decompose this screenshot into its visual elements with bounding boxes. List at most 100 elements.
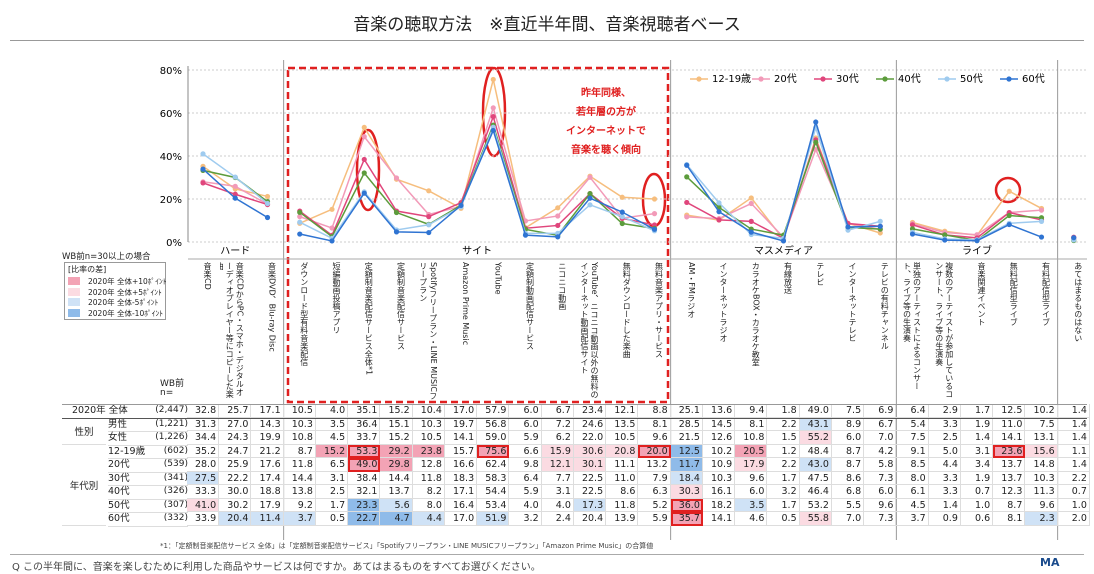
table-cell: 8.7 (831, 458, 865, 472)
series-point (393, 229, 400, 235)
column-header: 有線放送 (783, 262, 793, 294)
table-cell: 28.5 (670, 417, 703, 431)
table-cell: 17.6 (251, 458, 284, 472)
table-cell: 11.8 (606, 498, 639, 512)
series-point (684, 162, 690, 168)
table-cell: 7.2 (541, 417, 574, 431)
table-cell: 33.9 (186, 512, 220, 526)
table-cell: 7.3 (864, 471, 897, 485)
table-cell: 35.2 (186, 444, 220, 458)
table-cell: 0.9 (928, 512, 961, 526)
y-tick-label: 60% (160, 109, 182, 120)
table-cell: 4.5 (315, 431, 349, 445)
table-cell: 10.3 (412, 417, 445, 431)
column-header: インターネットテレビ (848, 262, 857, 342)
table-cell: 48.4 (799, 444, 832, 458)
table-cell: 2.0 (1057, 512, 1090, 526)
table-cell: 15.2 (315, 444, 349, 458)
table-cell: 9.6 (1025, 498, 1058, 512)
table-cell: 23.3 (348, 498, 381, 512)
table-cell: 47.5 (799, 471, 832, 485)
table-cell: 22.2 (219, 471, 252, 485)
legend-swatch (68, 298, 80, 306)
table-cell: 20.4 (219, 512, 252, 526)
table-cell: 13.5 (606, 417, 639, 431)
table-cell: 51.9 (477, 512, 510, 526)
table-cell: 14.3 (251, 417, 284, 431)
series-point (490, 114, 496, 120)
legend-note: WB前n=30以上の場合 (62, 252, 151, 262)
table-cell: 6.0 (509, 404, 542, 418)
column-header: テレビの有料チャンネル (880, 262, 890, 350)
table-cell: 2.4 (541, 512, 574, 526)
table-cell: 20.8 (606, 444, 639, 458)
table-cell: 29.8 (380, 458, 413, 472)
row-n: (307) (152, 499, 188, 513)
table-cell: 5.9 (638, 512, 671, 526)
column-header: 音楽CDからPC・スマホ・デジタルオーディオプレイヤー等にコピーした楽曲 (220, 262, 245, 398)
series-point (716, 217, 722, 223)
table-cell: 3.4 (960, 458, 994, 472)
table-cell: 7.5 (896, 431, 929, 445)
column-header: カラオケBOX・カラオケ教室 (751, 262, 761, 367)
table-cell: 10.3 (702, 471, 736, 485)
series-point (1006, 188, 1012, 194)
table-cell: 4.4 (928, 458, 961, 472)
table-cell: 46.4 (799, 485, 832, 499)
row-label: 男性 (108, 418, 154, 432)
table-cell: 11.8 (283, 458, 316, 472)
series-line (299, 128, 655, 242)
highlight-box (670, 498, 703, 512)
series-point (651, 226, 658, 232)
table-cell: 25.7 (219, 404, 252, 418)
table-cell: 10.9 (702, 458, 736, 472)
series-point (232, 195, 238, 201)
series-point (264, 193, 271, 200)
column-header: 音楽CD (203, 262, 212, 290)
rule (10, 40, 1084, 41)
table-cell: 8.7 (831, 444, 865, 458)
table-cell: 16.1 (702, 485, 736, 499)
table-cell: 1.0 (1057, 498, 1090, 512)
series-point (587, 195, 593, 201)
y-tick-label: 0% (166, 238, 182, 249)
series-point (877, 223, 883, 229)
table-cell: 6.4 (896, 404, 929, 418)
table-cell: 56.8 (477, 417, 510, 431)
series-point (748, 229, 754, 235)
row-n: (1,221) (152, 418, 188, 432)
legend-swatch (820, 76, 826, 82)
table-cell: 15.6 (1025, 444, 1058, 458)
annotation: 若年層の方が (575, 105, 637, 118)
table-cell: 9.6 (735, 471, 768, 485)
column-header: 有料配信型ライブ (1041, 262, 1051, 326)
column-header: 無料配信型ライブ (1009, 262, 1019, 326)
series-point (684, 199, 690, 206)
highlight-box (993, 444, 1026, 458)
table-cell: 9.6 (638, 431, 671, 445)
table-cell: 24.6 (573, 417, 607, 431)
table-cell: 24.7 (219, 444, 252, 458)
series-point (619, 220, 625, 227)
table-cell: 11.1 (606, 458, 639, 472)
table-cell: 36.4 (348, 417, 381, 431)
table-cell: 13.8 (283, 485, 316, 499)
column-header: ニコニコ動画 (557, 262, 567, 310)
table-cell: 0.7 (1057, 485, 1090, 499)
table-cell: 13.9 (606, 512, 639, 526)
series-point (619, 194, 625, 200)
table-cell: 32.1 (348, 485, 381, 499)
table-cell: 9.8 (509, 458, 542, 472)
annotation: 音楽を聴く傾向 (571, 143, 641, 156)
row-n: (341) (152, 472, 188, 486)
table-cell: 17.3 (573, 498, 607, 512)
table-cell: 55.8 (799, 512, 832, 526)
table-cell: 53.4 (477, 498, 510, 512)
series-line (686, 125, 881, 240)
table-cell: 30.6 (573, 444, 607, 458)
table-cell: 28.0 (186, 458, 220, 472)
annotation-box (286, 66, 670, 404)
table-cell: 10.8 (283, 431, 316, 445)
title: 音楽の聴取方法 ※直近半年間、音楽視聴者ベース (353, 15, 741, 35)
